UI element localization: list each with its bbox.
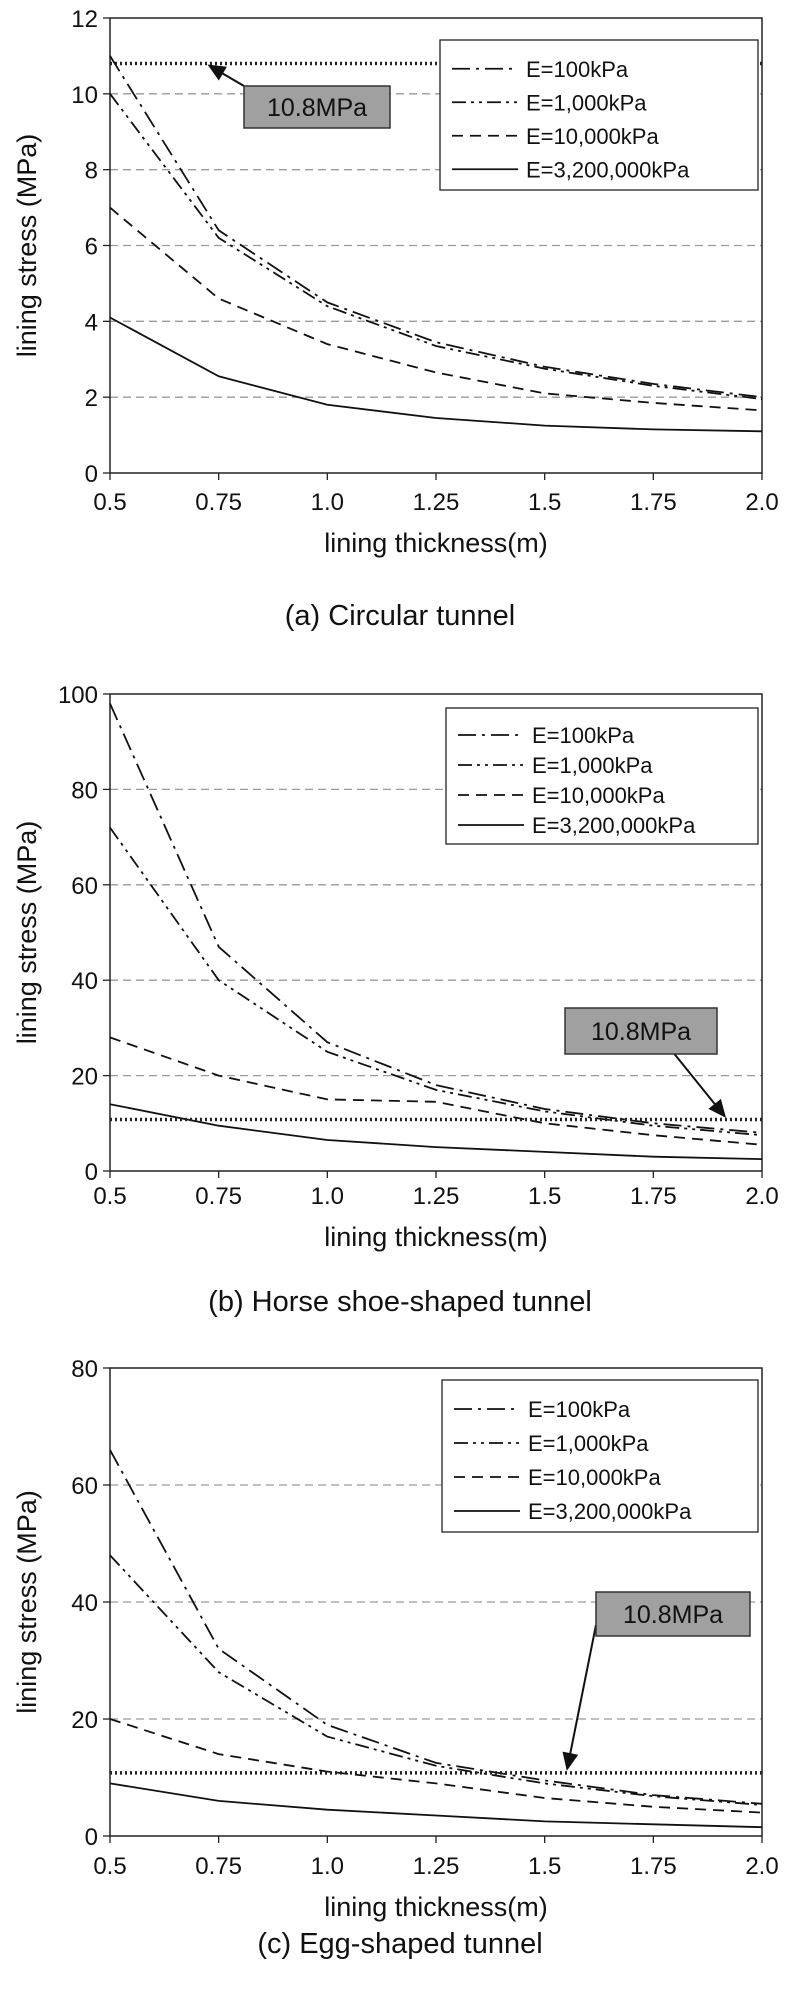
legend-label-e-100kpa: E=100kPa: [532, 723, 635, 748]
legend-label-e-10-000kpa: E=10,000kPa: [532, 783, 665, 808]
y-tick-label: 20: [71, 1064, 98, 1091]
annotation-arrow-shaft: [218, 70, 245, 87]
x-tick-label: 0.5: [93, 1853, 126, 1880]
y-tick-label: 20: [71, 1707, 98, 1734]
x-tick-label: 1.25: [413, 1853, 460, 1880]
reference-label: 10.8MPa: [591, 1018, 691, 1046]
annotation-arrowhead: [562, 1751, 579, 1771]
legend-label-e-1-000kpa: E=1,000kPa: [532, 753, 653, 778]
x-tick-label: 0.75: [195, 489, 242, 516]
y-tick-label: 10: [71, 82, 98, 109]
series-line-e-3-200-000kpa: [109, 316, 763, 433]
y-tick-label: 40: [71, 968, 98, 995]
panel-egg: 0 20 40 60 80 0.5 0.75 1.0 1.25 1.5 1.75 2.0 lining …: [0, 1328, 800, 1992]
x-tick-label: 1.25: [413, 1183, 460, 1210]
y-tick-label: 0: [85, 1824, 98, 1851]
chart-circular: 0 2 4 6 8 10 12 0.5 0.75 1.0 1.25 1.5 1.75 2.0 lining …: [12, 6, 779, 558]
y-tick-label: 4: [85, 309, 98, 336]
series-line-e-100kpa: [109, 55, 763, 399]
y-axis-label: lining stress (MPa): [12, 134, 42, 358]
y-axis-label: lining stress (MPa): [12, 1490, 42, 1714]
y-tick-label: 6: [85, 234, 98, 261]
legend-box: [445, 707, 759, 845]
x-axis-label: lining thickness(m): [324, 1222, 548, 1252]
legend-label-e-10-000kpa: E=10,000kPa: [528, 1465, 661, 1490]
panel-horseshoe: 0 20 40 60 80 100 0.5 0.75 1.0 1.25 1.5 1.75 2.0 lini…: [0, 664, 800, 1328]
x-tick-label: 1.25: [413, 489, 460, 516]
series-line-e-1-000kpa: [109, 93, 763, 400]
x-tick-label: 1.0: [311, 1183, 344, 1210]
legend-label-e-3-200-000kpa: E=3,200,000kPa: [526, 157, 690, 182]
annotation-arrowhead: [708, 1098, 726, 1118]
x-tick-label: 2.0: [745, 1183, 778, 1210]
series-line-e-3-200-000kpa: [109, 1103, 763, 1160]
legend-label-e-100kpa: E=100kPa: [528, 1397, 631, 1422]
y-tick-label: 100: [58, 682, 98, 709]
legend-label-e-3-200-000kpa: E=3,200,000kPa: [532, 813, 696, 838]
legend-label-e-1-000kpa: E=1,000kPa: [528, 1431, 649, 1456]
y-tick-label: 40: [71, 1590, 98, 1617]
x-tick-label: 1.5: [528, 1183, 561, 1210]
legend-box: [441, 1379, 759, 1533]
x-tick-label: 1.0: [311, 489, 344, 516]
legend-label-e-10-000kpa: E=10,000kPa: [526, 124, 659, 149]
legend-label-e-1-000kpa: E=1,000kPa: [526, 90, 647, 115]
reference-label-box: [243, 85, 391, 129]
x-tick-label: 0.5: [93, 1183, 126, 1210]
annotation-arrowhead: [207, 64, 227, 81]
chart-horseshoe: 0 20 40 60 80 100 0.5 0.75 1.0 1.25 1.5 1.75 2.0 lini…: [12, 682, 779, 1252]
caption-egg: (c) Egg-shaped tunnel: [257, 1928, 543, 1960]
y-tick-label: 8: [85, 158, 98, 185]
chart-egg: 0 20 40 60 80 0.5 0.75 1.0 1.25 1.5 1.75 2.0 lining …: [12, 1356, 779, 1922]
y-tick-label: 0: [85, 1159, 98, 1186]
series-line-e-1-000kpa: [109, 1554, 763, 1806]
panel-circular: 0 2 4 6 8 10 12 0.5 0.75 1.0 1.25 1.5 1.75 2.0 lining …: [0, 0, 800, 664]
reference-label-box: [564, 1007, 718, 1055]
y-tick-label: 80: [71, 1356, 98, 1383]
caption-circular: (a) Circular tunnel: [284, 600, 516, 632]
x-tick-label: 1.5: [528, 1853, 561, 1880]
x-tick-label: 0.75: [195, 1853, 242, 1880]
y-tick-label: 2: [85, 385, 98, 412]
y-tick-label: 60: [71, 1473, 98, 1500]
annotation-arrow-shaft: [568, 1624, 597, 1758]
reference-label: 10.8MPa: [623, 1601, 723, 1629]
legend-label-e-3-200-000kpa: E=3,200,000kPa: [528, 1499, 692, 1524]
y-axis-label: lining stress (MPa): [12, 821, 42, 1045]
series-line-e-10-000kpa: [109, 1718, 763, 1814]
reference-label-box: [595, 1591, 751, 1637]
x-axis-label: lining thickness(m): [324, 1892, 548, 1922]
series-line-e-3-200-000kpa: [109, 1782, 763, 1829]
x-tick-label: 0.5: [93, 489, 126, 516]
caption-horseshoe: (b) Horse shoe-shaped tunnel: [208, 1286, 592, 1318]
x-tick-label: 1.75: [630, 489, 677, 516]
y-tick-label: 0: [85, 461, 98, 488]
x-tick-label: 0.75: [195, 1183, 242, 1210]
x-tick-label: 2.0: [745, 1853, 778, 1880]
x-tick-label: 1.75: [630, 1183, 677, 1210]
y-tick-label: 60: [71, 873, 98, 900]
series-line-e-100kpa: [109, 1449, 763, 1805]
series-line-e-10-000kpa: [109, 206, 763, 412]
series-line-e-1-000kpa: [109, 827, 763, 1137]
y-tick-label: 12: [71, 6, 98, 33]
x-axis-label: lining thickness(m): [324, 528, 548, 558]
reference-label: 10.8MPa: [267, 94, 367, 122]
x-tick-label: 1.5: [528, 489, 561, 516]
legend-label-e-100kpa: E=100kPa: [526, 57, 629, 82]
x-tick-label: 2.0: [745, 489, 778, 516]
annotation-arrow-shaft: [673, 1053, 718, 1108]
series-line-e-10-000kpa: [109, 1036, 763, 1146]
x-tick-label: 1.0: [311, 1853, 344, 1880]
x-tick-label: 1.75: [630, 1853, 677, 1880]
y-tick-label: 80: [71, 777, 98, 804]
legend-box: [439, 39, 759, 191]
series-line-e-100kpa: [109, 703, 763, 1134]
